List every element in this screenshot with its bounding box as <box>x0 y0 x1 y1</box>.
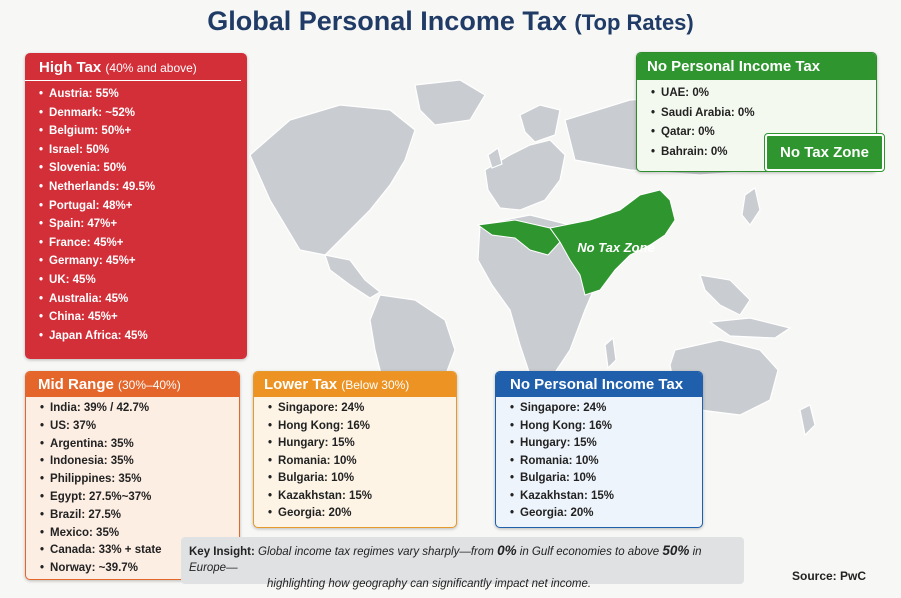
insight-value-high: 50% <box>662 543 690 558</box>
page-title: Global Personal Income Tax (Top Rates) <box>0 6 901 37</box>
lower-tax-list: Singapore: 24% Hong Kong: 16% Hungary: 1… <box>254 400 456 523</box>
list-item: Brazil: 27.5% <box>40 507 239 525</box>
list-item: Australia: 45% <box>39 290 247 309</box>
insight-line-2: highlighting how geography can significa… <box>267 578 592 590</box>
mid-range-label: Mid Range <box>38 376 114 393</box>
list-item: UK: 45% <box>39 271 247 290</box>
no-tax-highlight <box>476 189 676 296</box>
source-credit: Source: PwC <box>792 569 867 583</box>
list-item: Singapore: 24% <box>510 400 702 418</box>
insight-text-1: Global income tax regimes vary sharply—f… <box>258 546 494 558</box>
high-tax-label: High Tax <box>39 59 102 76</box>
list-item: Kazakhstan: 15% <box>510 488 702 506</box>
title-main: Global Personal Income Tax <box>207 6 567 36</box>
list-item: Israel: 50% <box>39 141 247 160</box>
lower-tax-header: Lower Tax (Below 30%) <box>254 372 456 397</box>
list-item: Philippines: 35% <box>40 471 239 489</box>
title-sub: (Top Rates) <box>574 10 694 35</box>
list-item: Saudi Arabia: 0% <box>651 104 876 124</box>
no-tax-secondary-header: No Personal Income Tax <box>496 372 702 397</box>
europe <box>484 139 566 211</box>
list-item: Spain: 47%+ <box>39 215 247 234</box>
list-item: Egypt: 27.5%~37% <box>40 489 239 507</box>
key-insight-box: Key Insight: Global income tax regimes v… <box>181 537 744 590</box>
middle-east-region <box>476 219 561 256</box>
madagascar <box>604 336 617 370</box>
greenland <box>414 79 486 126</box>
list-item: Bahrain: 0% <box>651 143 876 163</box>
list-item: Slovenia: 50% <box>39 159 247 178</box>
list-item: Belgium: 50%+ <box>39 122 247 141</box>
key-insight-label: Key Insight: <box>189 546 255 558</box>
no-tax-zone-badge: No Tax Zone <box>764 133 885 172</box>
high-tax-range: (40% and above) <box>105 61 197 75</box>
list-item: Bulgaria: 10% <box>268 470 456 488</box>
high-tax-list: Austria: 55% Denmark: ~52% Belgium: 50%+… <box>25 85 247 345</box>
list-item: UAE: 0% <box>651 84 876 104</box>
uk <box>487 147 503 169</box>
high-tax-header: High Tax (40% and above) <box>25 53 241 81</box>
high-tax-panel: High Tax (40% and above) Austria: 55% De… <box>25 53 247 359</box>
insight-text-3: in Europe— <box>189 546 702 574</box>
no-tax-panel-secondary: No Personal Income Tax Singapore: 24% Ho… <box>495 371 703 528</box>
insight-value-low: 0% <box>497 543 517 558</box>
list-item: Qatar: 0% <box>651 123 876 143</box>
lower-tax-range: (Below 30%) <box>341 378 410 392</box>
list-item: India: 39% / 42.7% <box>40 400 239 418</box>
list-item: Germany: 45%+ <box>39 252 247 271</box>
insight-text-2: in Gulf economies to above <box>519 546 660 558</box>
lower-tax-panel: Lower Tax (Below 30%) Singapore: 24% Hon… <box>253 371 457 528</box>
list-item: Netherlands: 49.5% <box>39 178 247 197</box>
asia-highlight-region <box>549 189 676 296</box>
mid-range-header: Mid Range (30%–40%) <box>26 372 239 397</box>
new-zealand <box>799 404 816 437</box>
mid-range-list: India: 39% / 42.7% US: 37% Argentina: 35… <box>26 400 239 578</box>
list-item: Japan Africa: 45% <box>39 327 247 346</box>
list-item: Romania: 10% <box>510 453 702 471</box>
central-america <box>324 254 382 299</box>
list-item: Bulgaria: 10% <box>510 470 702 488</box>
list-item: Hong Kong: 16% <box>268 418 456 436</box>
list-item: Georgia: 20% <box>268 505 456 523</box>
mid-range-range: (30%–40%) <box>118 378 181 392</box>
japan <box>741 186 761 227</box>
no-tax-secondary-list: Singapore: 24% Hong Kong: 16% Hungary: 1… <box>496 400 702 523</box>
list-item: Austria: 55% <box>39 85 247 104</box>
list-item: Georgia: 20% <box>510 505 702 523</box>
list-item: Romania: 10% <box>268 453 456 471</box>
scandinavia <box>519 104 561 143</box>
list-item: Argentina: 35% <box>40 436 239 454</box>
list-item: Singapore: 24% <box>268 400 456 418</box>
no-tax-list: UAE: 0% Saudi Arabia: 0% Qatar: 0% Bahra… <box>637 84 876 162</box>
list-item: Mexico: 35% <box>40 525 239 543</box>
list-item: Hungary: 15% <box>268 435 456 453</box>
list-item: Portugal: 48%+ <box>39 197 247 216</box>
list-item: Denmark: ~52% <box>39 104 247 123</box>
list-item: Kazakhstan: 15% <box>268 488 456 506</box>
no-tax-header: No Personal Income Tax <box>637 53 876 80</box>
indonesia <box>708 317 792 339</box>
list-item: Hungary: 15% <box>510 435 702 453</box>
list-item: Indonesia: 35% <box>40 453 239 471</box>
list-item: China: 45%+ <box>39 308 247 327</box>
list-item: US: 37% <box>40 418 239 436</box>
lower-tax-label: Lower Tax <box>264 376 338 393</box>
southeast-asia <box>699 274 751 316</box>
map-zone-label: No Tax Zone <box>577 240 655 255</box>
list-item: Hong Kong: 16% <box>510 418 702 436</box>
list-item: France: 45%+ <box>39 234 247 253</box>
no-tax-panel: No Personal Income Tax UAE: 0% Saudi Ara… <box>636 52 877 172</box>
list-item: Canada: 33% + state <box>40 542 239 560</box>
north-america <box>249 104 416 256</box>
list-item: Norway: ~39.7% <box>40 560 239 578</box>
